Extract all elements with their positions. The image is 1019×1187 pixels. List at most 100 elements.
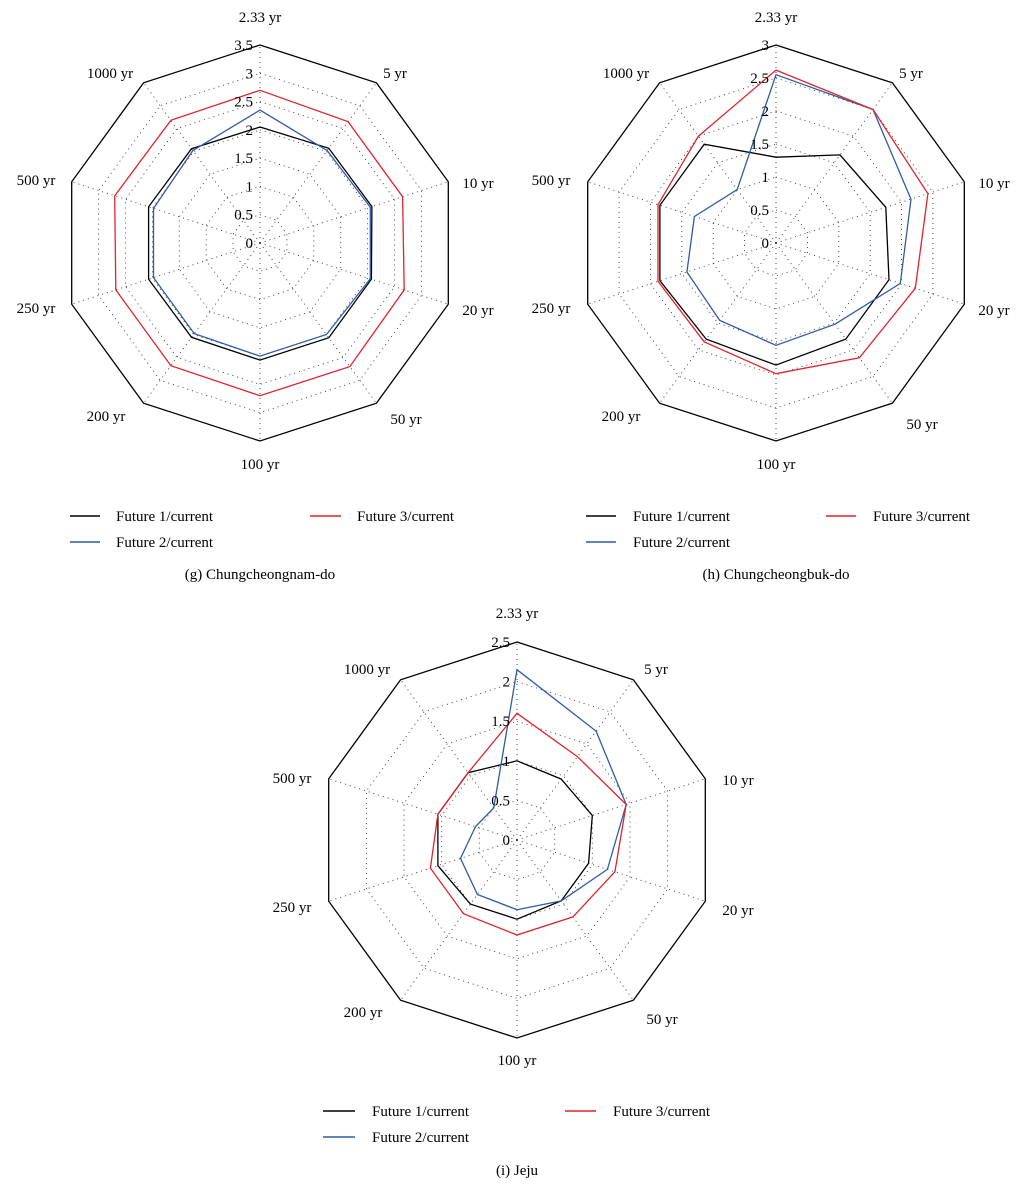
radar-spoke xyxy=(259,181,449,244)
category-label: 2.33 yr xyxy=(755,10,798,26)
category-label: 200 yr xyxy=(344,1005,383,1021)
series-line-2 xyxy=(152,109,371,357)
category-label: 5 yr xyxy=(899,66,923,82)
category-label: 250 yr xyxy=(17,301,56,317)
chart-caption: (i) Jeju xyxy=(496,1163,539,1179)
category-label: 5 yr xyxy=(644,662,668,678)
radar-spoke xyxy=(328,839,518,902)
category-label: 250 yr xyxy=(273,900,312,916)
radar-spoke xyxy=(516,839,706,902)
radar-grid-ring xyxy=(681,143,871,343)
category-label: 100 yr xyxy=(241,457,280,473)
radar-spoke xyxy=(775,82,893,244)
radar-spoke xyxy=(143,82,261,244)
radar-grid-ring xyxy=(125,101,395,385)
legend-label-3: Future 3/current xyxy=(873,509,971,525)
category-label: 100 yr xyxy=(757,457,796,473)
radar-spoke xyxy=(587,181,777,244)
radar-spoke xyxy=(775,181,965,244)
series-line-1 xyxy=(659,143,890,366)
category-label: 500 yr xyxy=(532,173,571,189)
tick-label: 3 xyxy=(762,38,770,54)
tick-label: 0.5 xyxy=(491,793,510,809)
category-label: 100 yr xyxy=(498,1053,537,1069)
legend-label-1: Future 1/current xyxy=(116,509,214,525)
category-label: 5 yr xyxy=(383,66,407,82)
legend-label-3: Future 3/current xyxy=(613,1104,711,1120)
legend-label-2: Future 2/current xyxy=(633,535,731,551)
category-label: 500 yr xyxy=(273,771,312,787)
category-label: 500 yr xyxy=(17,173,56,189)
radar-spoke xyxy=(775,242,893,404)
tick-label: 1.5 xyxy=(750,137,769,153)
radar-spoke xyxy=(400,679,518,841)
legend-label-2: Future 2/current xyxy=(372,1130,470,1146)
legend-label-2: Future 2/current xyxy=(116,535,214,551)
tick-label: 2.5 xyxy=(491,635,510,651)
series-line-3 xyxy=(657,69,929,375)
category-label: 10 yr xyxy=(722,773,753,789)
category-label: 20 yr xyxy=(978,303,1009,319)
radar-spoke xyxy=(587,242,777,305)
legend-label-3: Future 3/current xyxy=(357,509,455,525)
category-label: 1000 yr xyxy=(87,66,133,82)
tick-label: 2 xyxy=(246,123,254,139)
radar-spoke xyxy=(328,778,518,841)
radar-chart-2: 0 0.5 1 1.5 2 2.5 2.33 yr 5 yr 10 yr 20 yr 50 yr 10… xyxy=(273,606,754,1179)
category-label: 20 yr xyxy=(462,303,493,319)
radar-spoke xyxy=(259,82,377,244)
radar-grid-ring xyxy=(365,681,669,999)
tick-label: 1 xyxy=(762,170,770,186)
series-line-2 xyxy=(459,668,627,911)
radar-outer-frame xyxy=(328,641,706,1039)
tick-label: 2.5 xyxy=(750,71,769,87)
tick-label: 1 xyxy=(503,754,511,770)
tick-label: 0 xyxy=(246,236,254,252)
legend-label-1: Future 1/current xyxy=(633,509,731,525)
category-label: 200 yr xyxy=(602,409,641,425)
tick-label: 3.5 xyxy=(234,38,253,54)
radar-outer-frame xyxy=(71,44,449,442)
series-line-1 xyxy=(147,126,373,361)
radar-grid-ring xyxy=(232,214,288,272)
radar-spoke xyxy=(775,242,965,305)
radar-spoke xyxy=(659,82,777,244)
series-line-3 xyxy=(114,89,405,397)
category-label: 2.33 yr xyxy=(496,606,539,622)
radar-spoke xyxy=(259,242,377,404)
category-label: 50 yr xyxy=(906,417,937,433)
tick-label: 0.5 xyxy=(750,203,769,219)
category-label: 50 yr xyxy=(390,412,421,428)
tick-label: 2.5 xyxy=(234,95,253,111)
radar-spoke xyxy=(516,679,634,841)
legend-label-1: Future 1/current xyxy=(372,1104,470,1120)
category-label: 2.33 yr xyxy=(239,10,282,26)
tick-label: 1 xyxy=(246,179,254,195)
series-line-3 xyxy=(429,712,627,936)
chart-caption: (g) Chungcheongnam-do xyxy=(185,567,335,583)
radar-outer-frame xyxy=(587,44,965,442)
radar-spoke xyxy=(143,242,261,404)
category-label: 50 yr xyxy=(646,1012,677,1028)
radar-spoke xyxy=(659,242,777,404)
chart-caption: (h) Chungcheongbuk-do xyxy=(702,567,849,583)
radar-grid-ring xyxy=(478,799,556,881)
tick-label: 0.5 xyxy=(234,208,253,224)
radar-chart-0: 0 0.5 1 1.5 2 2.5 3 3.5 2.33 yr 5 yr 10 yr 20 yr 50 … xyxy=(17,10,494,583)
tick-label: 2 xyxy=(503,675,511,691)
radar-spoke xyxy=(516,778,706,841)
category-label: 200 yr xyxy=(87,409,126,425)
category-label: 10 yr xyxy=(978,176,1009,192)
tick-label: 1.5 xyxy=(234,151,253,167)
tick-label: 2 xyxy=(762,104,770,120)
radar-grid-ring xyxy=(650,110,902,376)
tick-label: 0 xyxy=(762,236,770,252)
category-label: 10 yr xyxy=(462,176,493,192)
radar-spoke xyxy=(516,839,634,1001)
radar-chart-1: 0 0.5 1 1.5 2 2.5 3 2.33 yr 5 yr 10 yr 20 yr 50 yr 1… xyxy=(532,10,1010,583)
tick-label: 3 xyxy=(246,66,254,82)
category-label: 20 yr xyxy=(722,903,753,919)
category-label: 1000 yr xyxy=(603,66,649,82)
category-label: 250 yr xyxy=(532,301,571,317)
